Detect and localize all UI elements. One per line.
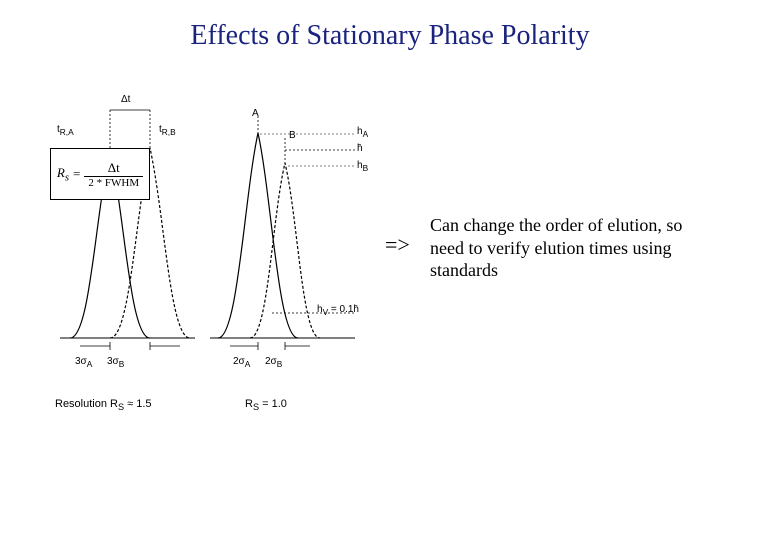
arrow-icon: => <box>385 232 410 258</box>
label-3sigmaB: 3σB <box>107 356 124 369</box>
label-2sigmaB: 2σB <box>265 356 282 369</box>
chromatogram-diagram: Δt tR,A tR,B 3σA 3σB Resolution RS ≈ 1.5… <box>55 88 365 428</box>
resolution-formula: Rs = Δt 2 * FWHM <box>50 148 150 200</box>
caption-right: RS = 1.0 <box>245 398 287 412</box>
body-text: Can change the order of elution, so need… <box>430 214 720 282</box>
label-valley: hV = 0.1h̄ <box>317 304 359 317</box>
label-delta-t: Δt <box>121 94 130 105</box>
label-3sigmaA: 3σA <box>75 356 92 369</box>
caption-left: Resolution RS ≈ 1.5 <box>55 398 152 412</box>
label-hB: hB <box>357 160 368 173</box>
diagram-svg <box>55 88 365 428</box>
label-trb: tR,B <box>159 124 176 137</box>
label-hbar: h̄ <box>357 143 363 154</box>
label-2sigmaA: 2σA <box>233 356 250 369</box>
label-B: B <box>289 130 296 141</box>
page-title: Effects of Stationary Phase Polarity <box>0 20 780 52</box>
label-tra: tR,A <box>57 124 74 137</box>
label-A: A <box>252 108 259 119</box>
label-hA: hA <box>357 126 368 139</box>
